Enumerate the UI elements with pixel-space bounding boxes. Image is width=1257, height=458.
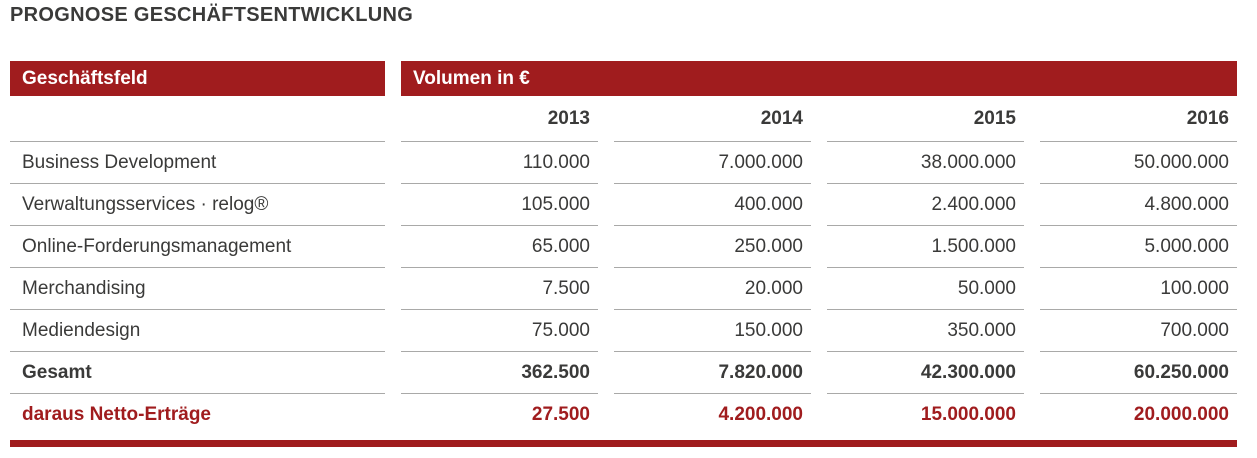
page-title: PROGNOSE GESCHÄFTSENTWICKLUNG — [10, 4, 414, 26]
value-merchandising-2013: 7.500 — [401, 268, 598, 310]
value-mediendesign-2014: 150.000 — [614, 310, 811, 352]
year-header-2013: 2013 — [401, 96, 598, 142]
value-verwaltungsservices-2014: 400.000 — [614, 184, 811, 226]
row-label-business-development: Business Development — [10, 142, 385, 184]
value-netto-ertraege-2016: 20.000.000 — [1133, 404, 1229, 425]
row-label-netto-ertraege: daraus Netto-Erträge — [22, 404, 211, 425]
value-gesamt-2014: 7.820.000 — [614, 352, 811, 394]
page: PROGNOSE GESCHÄFTSENTWICKLUNG Geschäftsf… — [10, 4, 1237, 447]
value-business-development-2016: 50.000.000 — [1040, 142, 1237, 184]
year-header-2014: 2014 — [614, 96, 811, 142]
value-online-forderungsmanagement-2015: 1.500.000 — [827, 226, 1024, 268]
value-online-forderungsmanagement-2014: 250.000 — [614, 226, 811, 268]
value-verwaltungsservices-2015: 2.400.000 — [827, 184, 1024, 226]
value-online-forderungsmanagement-2016: 5.000.000 — [1040, 226, 1237, 268]
value-mediendesign-2013: 75.000 — [401, 310, 598, 352]
row-label-verwaltungsservices: Verwaltungsservices · relog® — [10, 184, 385, 226]
forecast-table: Geschäftsfeld Volumen in € 2013 2014 201… — [10, 61, 1237, 436]
value-verwaltungsservices-2013: 105.000 — [401, 184, 598, 226]
value-business-development-2015: 38.000.000 — [827, 142, 1024, 184]
row-label-mediendesign: Mediendesign — [10, 310, 385, 352]
year-header-2015: 2015 — [827, 96, 1024, 142]
row-label-merchandising: Merchandising — [10, 268, 385, 310]
bottom-accent-bar — [10, 440, 1237, 447]
value-gesamt-2016: 60.250.000 — [1040, 352, 1237, 394]
value-merchandising-2014: 20.000 — [614, 268, 811, 310]
value-netto-ertraege-2015: 15.000.000 — [920, 404, 1016, 425]
table-header-geschaeftsfeld: Geschäftsfeld — [10, 61, 385, 96]
value-mediendesign-2016: 700.000 — [1040, 310, 1237, 352]
row-label-online-forderungsmanagement: Online-Forderungsmanagement — [10, 226, 385, 268]
value-gesamt-2013: 362.500 — [401, 352, 598, 394]
row-label-gesamt: Gesamt — [10, 352, 385, 394]
value-business-development-2013: 110.000 — [401, 142, 598, 184]
value-gesamt-2015: 42.300.000 — [827, 352, 1024, 394]
year-row-spacer — [10, 96, 385, 142]
table-header-volumen: Volumen in € — [401, 61, 1237, 96]
value-business-development-2014: 7.000.000 — [614, 142, 811, 184]
value-verwaltungsservices-2016: 4.800.000 — [1040, 184, 1237, 226]
value-merchandising-2015: 50.000 — [827, 268, 1024, 310]
year-header-2016: 2016 — [1040, 96, 1237, 142]
value-online-forderungsmanagement-2013: 65.000 — [401, 226, 598, 268]
value-merchandising-2016: 100.000 — [1040, 268, 1237, 310]
value-netto-ertraege-2013: 27.500 — [531, 404, 590, 425]
value-netto-ertraege-2014: 4.200.000 — [718, 404, 803, 425]
value-mediendesign-2015: 350.000 — [827, 310, 1024, 352]
